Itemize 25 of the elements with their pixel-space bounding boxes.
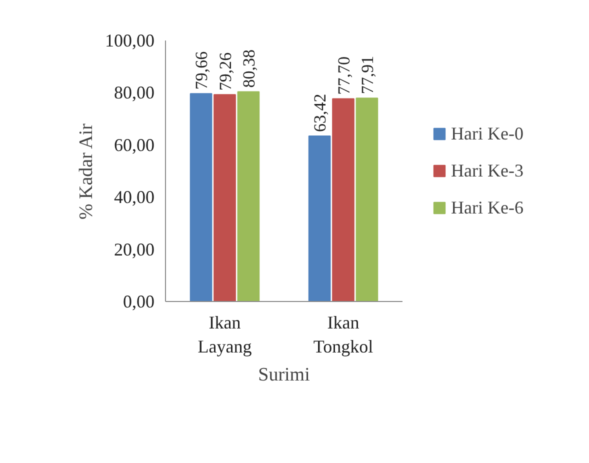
x-axis-title: Surimi bbox=[258, 364, 310, 386]
legend-label: Hari Ke-0 bbox=[451, 123, 524, 144]
data-label: 79,26 bbox=[216, 52, 235, 91]
data-label: 80,38 bbox=[239, 49, 258, 88]
bar bbox=[214, 94, 236, 302]
data-label: 77,91 bbox=[358, 56, 377, 94]
bar bbox=[190, 93, 212, 302]
bar bbox=[356, 98, 378, 302]
y-tick-label: 60,00 bbox=[114, 134, 154, 155]
bar bbox=[332, 98, 354, 302]
legend-label: Hari Ke-6 bbox=[451, 197, 524, 218]
data-label: 63,42 bbox=[310, 94, 330, 132]
data-label: 77,70 bbox=[334, 56, 354, 95]
y-tick-label: 0,00 bbox=[123, 292, 154, 312]
bar bbox=[308, 135, 331, 302]
bar bbox=[237, 91, 260, 302]
y-tick-label: 40,00 bbox=[114, 187, 154, 208]
legend-label: Hari Ke-3 bbox=[451, 160, 524, 181]
y-tick-label: 80,00 bbox=[114, 82, 154, 103]
data-label: 79,66 bbox=[192, 51, 212, 90]
x-tick-label: Ikan Tongkol bbox=[313, 312, 374, 356]
y-tick-label: 20,00 bbox=[114, 239, 154, 260]
y-tick-label: 100,00 bbox=[105, 30, 154, 50]
y-axis-title: % Kadar Air bbox=[76, 122, 97, 220]
x-tick-label: Ikan Layang bbox=[198, 312, 252, 356]
